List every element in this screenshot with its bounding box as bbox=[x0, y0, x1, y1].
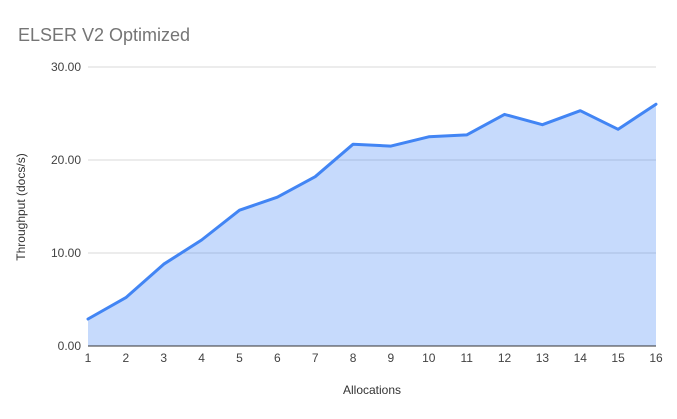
series-line bbox=[86, 102, 658, 321]
x-tick-label: 8 bbox=[350, 351, 357, 365]
y-tick-label: 20.00 bbox=[51, 153, 81, 167]
y-tick-label: 10.00 bbox=[51, 246, 81, 260]
x-tick-label: 14 bbox=[574, 351, 588, 365]
x-tick-label: 2 bbox=[123, 351, 130, 365]
x-tick-label: 4 bbox=[198, 351, 205, 365]
x-tick-label: 10 bbox=[422, 351, 436, 365]
x-tick-label: 5 bbox=[236, 351, 243, 365]
y-tick-label: 0.00 bbox=[58, 339, 82, 353]
chart-title: ELSER V2 Optimized bbox=[18, 25, 191, 45]
x-axis-title: Allocations bbox=[342, 383, 402, 397]
x-tick-label: 16 bbox=[649, 351, 663, 365]
x-tick-label: 3 bbox=[160, 351, 167, 365]
x-tick-label: 15 bbox=[611, 351, 625, 365]
x-tick-label: 1 bbox=[85, 351, 92, 365]
x-tick-label: 13 bbox=[536, 351, 550, 365]
x-tick-label: 7 bbox=[312, 351, 319, 365]
y-tick-label: 30.00 bbox=[51, 60, 81, 74]
x-tick-label: 9 bbox=[388, 351, 395, 365]
area-fill bbox=[88, 104, 656, 346]
x-tick-label: 11 bbox=[460, 351, 473, 365]
x-tick-label: 6 bbox=[274, 351, 281, 365]
x-tick-label: 12 bbox=[498, 351, 512, 365]
